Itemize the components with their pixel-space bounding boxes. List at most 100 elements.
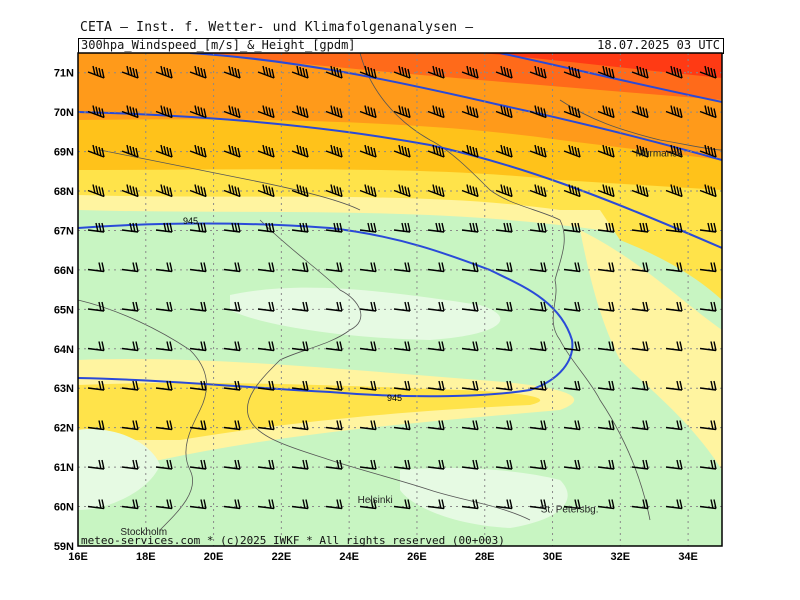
wind-barb: [155, 184, 173, 198]
wind-barb: [665, 262, 683, 273]
wind-barb: [257, 105, 275, 119]
wind-barb: [393, 380, 411, 391]
wind-barb: [291, 222, 309, 233]
wind-barb: [87, 262, 105, 273]
shade-dark-orange: [200, 53, 722, 100]
lon-tick-label: 22E: [272, 551, 292, 563]
wind-barb: [223, 65, 241, 79]
wind-barb: [699, 105, 717, 119]
wind-barb: [87, 459, 105, 470]
wind-barb: [427, 105, 445, 119]
wind-barb: [631, 262, 649, 273]
wind-barb: [223, 222, 241, 233]
wind-barb: [427, 144, 445, 158]
valid-time: 18.07.2025 03 UTC: [597, 38, 720, 52]
wind-barb: [597, 380, 615, 391]
lon-tick-label: 16E: [68, 551, 88, 563]
wind-barb: [597, 459, 615, 470]
wind-barb: [461, 459, 479, 470]
wind-barb: [393, 144, 411, 158]
wind-barb: [665, 420, 683, 431]
wind-barb: [393, 459, 411, 470]
wind-barb: [189, 459, 207, 470]
border-norway: [99, 149, 361, 211]
wind-barb: [529, 380, 547, 391]
shade-very-light-2: [400, 468, 568, 528]
wind-barb: [665, 499, 683, 510]
wind-barb: [495, 380, 513, 391]
wind-barb: [631, 420, 649, 431]
wind-barb: [189, 301, 207, 312]
wind-barb: [393, 420, 411, 431]
wind-barb: [359, 459, 377, 470]
wind-barb: [325, 262, 343, 273]
wind-barb: [257, 184, 275, 198]
wind-barb: [631, 222, 649, 233]
wind-barb: [393, 105, 411, 119]
wind-barb: [87, 420, 105, 431]
wind-barb: [257, 499, 275, 510]
wind-barb: [699, 459, 717, 470]
wind-barb: [631, 65, 649, 79]
shade-very-light-1: [230, 287, 501, 340]
wind-barb: [87, 144, 105, 158]
lat-tick-label: 69N: [54, 147, 74, 159]
wind-barb: [155, 459, 173, 470]
wind-barb: [427, 262, 445, 273]
wind-barb: [495, 222, 513, 233]
wind-barb: [461, 380, 479, 391]
lat-tick-label: 64N: [54, 344, 74, 356]
wind-barb: [325, 459, 343, 470]
wind-barb: [699, 499, 717, 510]
wind-barb: [121, 184, 139, 198]
wind-barb: [495, 144, 513, 158]
wind-barb: [223, 144, 241, 158]
wind-barb: [223, 184, 241, 198]
wind-barb: [631, 499, 649, 510]
place-label: Murmansk: [636, 149, 684, 160]
wind-barb: [155, 144, 173, 158]
wind-barb: [359, 65, 377, 79]
wind-barb: [257, 301, 275, 312]
wind-barb: [427, 184, 445, 198]
wind-barb: [393, 262, 411, 273]
wind-barb: [563, 499, 581, 510]
wind-barb: [393, 222, 411, 233]
wind-barb: [223, 105, 241, 119]
wind-barb: [291, 499, 309, 510]
wind-barb: [631, 144, 649, 158]
wind-barb: [427, 499, 445, 510]
wind-barb: [257, 341, 275, 352]
wind-barb: [291, 301, 309, 312]
wind-barb: [121, 459, 139, 470]
wind-barb: [359, 301, 377, 312]
wind-barb: [699, 341, 717, 352]
wind-barb: [665, 105, 683, 119]
wind-barb: [189, 144, 207, 158]
lat-tick-label: 60N: [54, 502, 74, 514]
wind-barb: [223, 380, 241, 391]
wind-barb: [359, 105, 377, 119]
wind-barb: [257, 144, 275, 158]
contour-945: [78, 222, 574, 398]
wind-barb: [291, 341, 309, 352]
shade-red: [480, 53, 722, 78]
wind-barb: [495, 184, 513, 198]
wind-barb: [223, 301, 241, 312]
lat-tick-label: 62N: [54, 423, 74, 435]
wind-barb: [529, 144, 547, 158]
wind-barb: [631, 184, 649, 198]
wind-barb: [155, 65, 173, 79]
wind-barb: [393, 65, 411, 79]
wind-barb: [665, 184, 683, 198]
wind-barb: [87, 380, 105, 391]
wind-barb: [631, 380, 649, 391]
wind-barb: [325, 65, 343, 79]
wind-barb: [189, 262, 207, 273]
wind-barb: [495, 262, 513, 273]
wind-barb: [597, 144, 615, 158]
footer-credit: meteo-services.com * (c)2025 IWKF * All …: [81, 534, 505, 547]
wind-barb: [529, 420, 547, 431]
wind-barb: [563, 341, 581, 352]
wind-barb: [665, 459, 683, 470]
